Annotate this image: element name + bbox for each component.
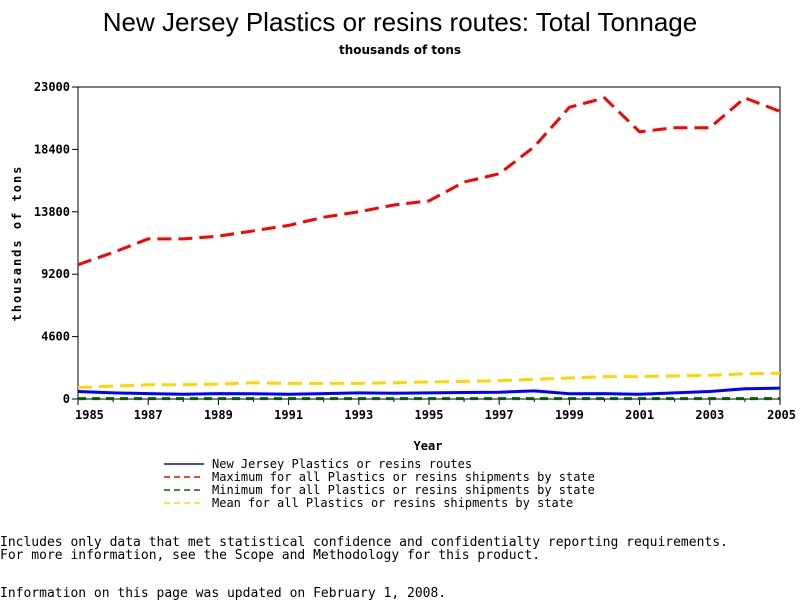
legend: New Jersey Plastics or resins routesMaxi… [164, 457, 595, 510]
x-tick-label: 2001 [625, 408, 654, 422]
x-axis-label: Year [414, 439, 443, 453]
series-line-0 [77, 386, 781, 396]
y-tick-label: 13800 [34, 205, 70, 219]
legend-label-2: Minimum for all Plastics or resins shipm… [212, 483, 595, 497]
series-line-1 [77, 96, 781, 267]
y-tick-label: 4600 [41, 330, 70, 344]
x-tick-label: 1993 [344, 408, 373, 422]
x-tick-label: 1989 [204, 408, 233, 422]
footnote-confidentiality: Includes only data that met statistical … [0, 535, 728, 550]
series-lines [77, 96, 781, 401]
x-tick-label: 1987 [134, 408, 163, 422]
x-tick-label: 1985 [75, 408, 104, 422]
y-axis: 0 4600 9200 13800 18400 23000 [34, 80, 78, 406]
y-axis-label: thousands of tons [10, 165, 24, 322]
y-tick-label: 23000 [34, 80, 70, 94]
x-tick-label: 1997 [485, 408, 514, 422]
y-tick-label: 18400 [34, 142, 70, 156]
legend-label-0: New Jersey Plastics or resins routes [212, 457, 472, 471]
y-tick-label: 9200 [41, 267, 70, 281]
footnote-updated: Information on this page was updated on … [0, 586, 447, 601]
x-tick-label: 1999 [555, 408, 584, 422]
legend-label-1: Maximum for all Plastics or resins shipm… [212, 470, 595, 484]
footnote-methodology: For more information, see the Scope and … [0, 548, 541, 563]
x-tick-label: 1995 [415, 408, 444, 422]
legend-label-3: Mean for all Plastics or resins shipment… [212, 496, 573, 510]
y-tick-label: 0 [63, 392, 70, 406]
x-tick-label: 2003 [695, 408, 724, 422]
series-line-3 [77, 371, 781, 389]
plot-area-frame [77, 86, 781, 400]
chart-subtitle: thousands of tons [339, 43, 461, 57]
x-axis: 1985 1987 1989 1991 1993 1995 1997 1999 2001 2003… [75, 399, 796, 422]
x-tick-label: 2005 [767, 408, 796, 422]
chart-title: New Jersey Plastics or resins routes: To… [103, 7, 697, 37]
x-tick-label: 1991 [274, 408, 303, 422]
